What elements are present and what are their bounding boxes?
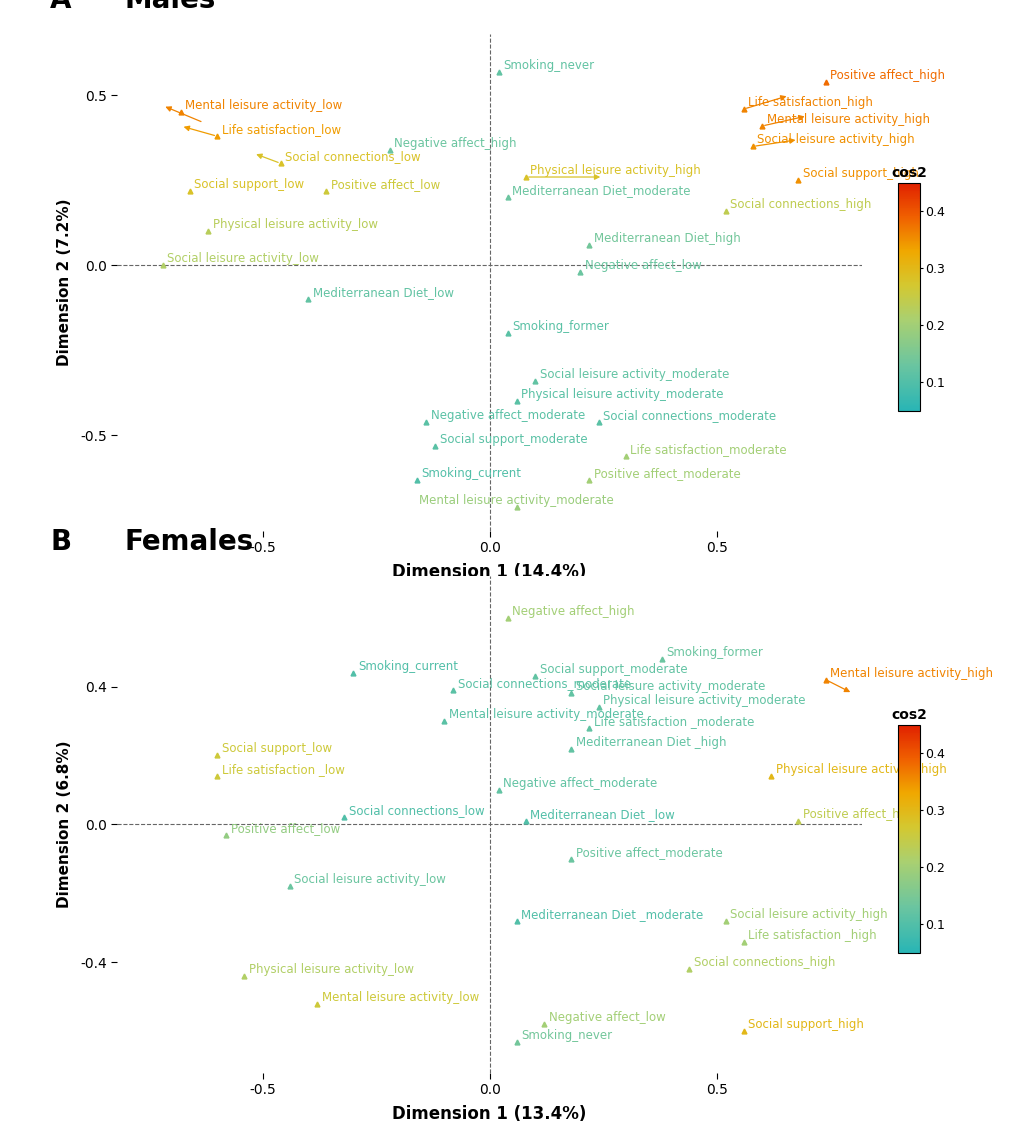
Text: Mediterranean Diet_moderate: Mediterranean Diet_moderate (512, 185, 690, 197)
Text: Social support_moderate: Social support_moderate (539, 663, 687, 677)
Title: cos2: cos2 (890, 707, 926, 722)
Y-axis label: Dimension 2 (6.8%): Dimension 2 (6.8%) (57, 741, 71, 908)
Text: Mental leisure activity_low: Mental leisure activity_low (185, 99, 342, 113)
Text: Life satisfaction_low: Life satisfaction_low (221, 123, 340, 136)
Text: Physical leisure activity_high: Physical leisure activity_high (774, 763, 946, 776)
Text: Social connections_low: Social connections_low (285, 151, 421, 163)
Text: Females: Females (124, 528, 254, 557)
Text: Social leisure activity_low: Social leisure activity_low (167, 252, 319, 266)
Text: Positive affect_low: Positive affect_low (230, 822, 339, 835)
Text: Smoking_former: Smoking_former (666, 646, 763, 659)
Text: Mental leisure activity_moderate: Mental leisure activity_moderate (419, 494, 613, 507)
Text: Smoking_current: Smoking_current (358, 659, 458, 673)
Text: Negative affect_low: Negative affect_low (548, 1011, 664, 1025)
Text: Negative affect_high: Negative affect_high (394, 137, 517, 149)
Text: Smoking_never: Smoking_never (502, 58, 594, 72)
Text: Negative affect_high: Negative affect_high (512, 605, 634, 617)
Text: Physical leisure activity_low: Physical leisure activity_low (212, 218, 377, 232)
Text: Social connections_low: Social connections_low (348, 804, 484, 817)
Text: Mediterranean Diet _moderate: Mediterranean Diet _moderate (521, 908, 703, 921)
Text: Mental leisure activity_high: Mental leisure activity_high (829, 666, 993, 680)
Text: Life satisfaction _low: Life satisfaction _low (221, 763, 344, 776)
Text: Mediterranean Diet _high: Mediterranean Diet _high (576, 736, 726, 748)
Text: Life satisfaction_moderate: Life satisfaction_moderate (630, 443, 787, 455)
Text: A: A (50, 0, 71, 15)
Text: Smoking_current: Smoking_current (421, 467, 521, 479)
Text: Social leisure activity_low: Social leisure activity_low (294, 873, 445, 887)
Text: Mediterranean Diet _low: Mediterranean Diet _low (530, 808, 675, 820)
Text: Social support_moderate: Social support_moderate (439, 432, 587, 446)
Text: Physical leisure activity_moderate: Physical leisure activity_moderate (521, 388, 723, 402)
Text: Smoking_never: Smoking_never (521, 1028, 611, 1042)
Text: Social support_low: Social support_low (221, 743, 331, 755)
Text: Life satisfaction_high: Life satisfaction_high (748, 96, 872, 110)
Text: Mediterranean Diet_high: Mediterranean Diet_high (593, 232, 740, 245)
Text: Negative affect_moderate: Negative affect_moderate (430, 408, 584, 422)
Text: Social connections_high: Social connections_high (730, 199, 871, 211)
Text: Negative affect_low: Negative affect_low (584, 259, 701, 273)
Text: Positive affect_high: Positive affect_high (802, 808, 917, 820)
Text: Positive affect_moderate: Positive affect_moderate (576, 845, 721, 859)
Text: Social leisure activity_high: Social leisure activity_high (757, 133, 914, 146)
Text: Males: Males (124, 0, 216, 15)
Text: Positive affect_low: Positive affect_low (330, 178, 439, 191)
Text: Physical leisure activity_low: Physical leisure activity_low (249, 963, 414, 976)
Text: Social leisure activity_high: Social leisure activity_high (730, 908, 887, 921)
Text: Positive affect_moderate: Positive affect_moderate (593, 467, 740, 479)
Text: Social connections_moderate: Social connections_moderate (602, 408, 775, 422)
Text: Positive affect_high: Positive affect_high (829, 68, 945, 82)
Text: Social support_high: Social support_high (802, 168, 918, 180)
Text: Social support_high: Social support_high (748, 1018, 863, 1031)
Text: Social connections_moderate: Social connections_moderate (458, 677, 631, 690)
X-axis label: Dimension 1 (14.4%): Dimension 1 (14.4%) (392, 564, 586, 581)
Text: Social connections_high: Social connections_high (693, 956, 835, 969)
Text: Mental leisure activity_low: Mental leisure activity_low (321, 990, 478, 1004)
X-axis label: Dimension 1 (13.4%): Dimension 1 (13.4%) (392, 1106, 586, 1123)
Y-axis label: Dimension 2 (7.2%): Dimension 2 (7.2%) (57, 199, 71, 366)
Text: Physical leisure activity_moderate: Physical leisure activity_moderate (602, 694, 805, 707)
Text: Social leisure activity_moderate: Social leisure activity_moderate (539, 369, 729, 381)
Text: Social leisure activity_moderate: Social leisure activity_moderate (576, 680, 764, 694)
Text: Social support_low: Social support_low (195, 178, 305, 191)
Text: Physical leisure activity_high: Physical leisure activity_high (530, 164, 700, 177)
Text: Smoking_former: Smoking_former (512, 321, 608, 333)
Text: B: B (50, 528, 71, 557)
Text: Life satisfaction _high: Life satisfaction _high (748, 929, 876, 941)
Text: Negative affect_moderate: Negative affect_moderate (502, 777, 657, 790)
Text: Life satisfaction _moderate: Life satisfaction _moderate (593, 715, 754, 728)
Text: Mental leisure activity_high: Mental leisure activity_high (766, 113, 928, 126)
Title: cos2: cos2 (890, 165, 926, 180)
Text: Mediterranean Diet_low: Mediterranean Diet_low (312, 286, 453, 299)
Text: Mental leisure activity_moderate: Mental leisure activity_moderate (448, 707, 643, 721)
